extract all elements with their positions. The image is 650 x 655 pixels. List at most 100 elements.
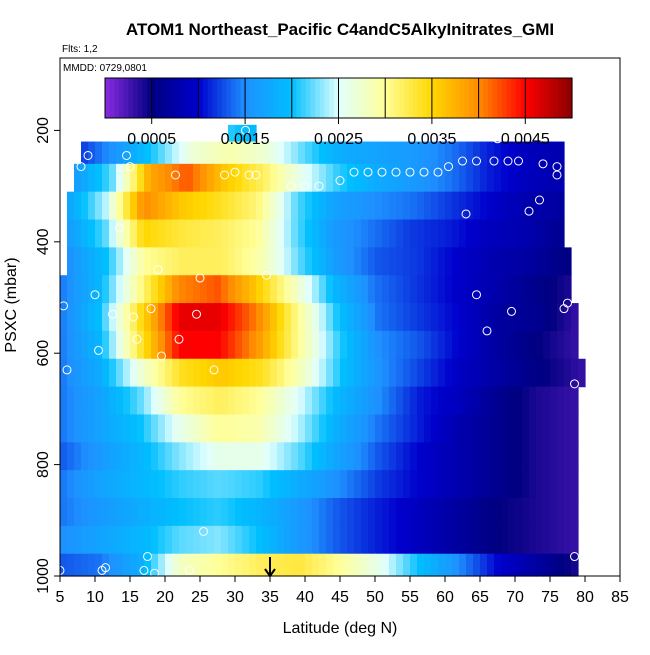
heatmap-cell (242, 386, 250, 416)
heatmap-cell (536, 330, 544, 360)
heatmap-cell (207, 141, 215, 165)
x-axis: 5 10 15 20 25 30 35 40 45 50 55 60 65 70 75 80 85 (56, 576, 629, 606)
heatmap-cell (179, 191, 187, 221)
colorbar-tick-label: 0.0035 (407, 131, 456, 148)
heatmap-cell (473, 442, 481, 471)
heatmap-cell (151, 275, 159, 304)
heatmap-cell (242, 358, 250, 388)
heatmap-cell (403, 219, 411, 248)
heatmap-cell (123, 247, 131, 276)
heatmap-cell (256, 386, 264, 416)
heatmap-cell (221, 163, 229, 193)
heatmap-cell (270, 414, 278, 443)
heatmap-cell (354, 386, 362, 416)
heatmap-cell (522, 498, 530, 527)
heatmap-cell (256, 219, 264, 248)
heatmap-cell (375, 470, 383, 499)
heatmap-cell (312, 553, 320, 577)
heatmap-cell (95, 247, 103, 276)
colorbar-segment (543, 78, 550, 118)
colorbar-tick-label: 0.0025 (314, 131, 363, 148)
heatmap-cell (389, 470, 397, 499)
heatmap-cell (228, 470, 236, 499)
colorbar-segment (123, 78, 129, 118)
heatmap-cell (361, 247, 369, 276)
heatmap-cell (452, 386, 460, 416)
heatmap-cell (480, 553, 488, 577)
heatmap-cell (298, 553, 306, 577)
heatmap-cell (403, 442, 411, 471)
heatmap-cell (417, 553, 425, 577)
colorbar-segment (539, 78, 545, 118)
heatmap-cell (368, 275, 376, 304)
heatmap-cell (235, 386, 243, 416)
heatmap-cell (116, 525, 124, 555)
observation-point (143, 552, 152, 562)
heatmap-cell (361, 414, 369, 443)
heatmap-cell (368, 525, 376, 555)
heatmap-cell (158, 163, 166, 193)
heatmap-cell (340, 163, 348, 193)
heatmap-cell (214, 141, 222, 165)
heatmap-cell (480, 163, 488, 193)
heatmap-cell (361, 141, 369, 165)
heatmap-cell (319, 247, 327, 276)
heatmap-cell (228, 498, 236, 527)
heatmap-cell (347, 386, 355, 416)
heatmap-cell (60, 275, 68, 304)
heatmap-cell (466, 247, 474, 276)
heatmap-cell (109, 386, 117, 416)
heatmap-cell (81, 191, 89, 221)
heatmap-cell (102, 303, 110, 332)
heatmap-cell (557, 386, 565, 416)
heatmap-cell (494, 553, 502, 577)
heatmap-cell (158, 219, 166, 248)
heatmap-cell (88, 414, 96, 443)
heatmap-cell (221, 470, 229, 499)
heatmap-cell (480, 414, 488, 443)
heatmap-cell (396, 358, 404, 388)
heatmap-cell (536, 442, 544, 471)
heatmap-cell (515, 141, 523, 165)
heatmap-cell (522, 141, 530, 165)
heatmap-cell (235, 470, 243, 499)
heatmap-cell (249, 414, 257, 443)
x-tick-label: 5 (56, 589, 65, 606)
heatmap-cell (312, 498, 320, 527)
heatmap-cell (158, 553, 166, 577)
heatmap-cell (536, 163, 544, 193)
heatmap-cell (74, 219, 82, 248)
heatmap-cell (102, 275, 110, 304)
heatmap-cell (74, 247, 82, 276)
arrow-head (264, 568, 276, 578)
heatmap-cell (459, 553, 467, 577)
heatmap-cell (361, 525, 369, 555)
heatmap-cell (347, 141, 355, 165)
heatmap-cell (438, 191, 446, 221)
heatmap-cell (291, 386, 299, 416)
heatmap-cell (172, 525, 180, 555)
heatmap-cell (221, 386, 229, 416)
observation-point (192, 309, 201, 319)
heatmap-cell (494, 358, 502, 388)
heatmap-cell (81, 470, 89, 499)
heatmap-cell (235, 414, 243, 443)
heatmap-cell (487, 191, 495, 221)
x-tick-label: 35 (261, 589, 279, 606)
observation-point (241, 125, 250, 135)
heatmap-cell (179, 525, 187, 555)
heatmap-cell (186, 498, 194, 527)
heatmap-cell (200, 414, 208, 443)
heatmap-cell (67, 525, 75, 555)
heatmap-cell (424, 358, 432, 388)
heatmap-cell (564, 275, 572, 304)
heatmap-cell (193, 414, 201, 443)
heatmap-cell (452, 358, 460, 388)
heatmap-cell (228, 247, 236, 276)
heatmap-cell (172, 163, 180, 193)
heatmap-cell (179, 442, 187, 471)
colorbar-segment (478, 78, 484, 118)
observation-point (461, 209, 471, 219)
heatmap-cell (557, 414, 565, 443)
heatmap-cell (522, 386, 530, 416)
